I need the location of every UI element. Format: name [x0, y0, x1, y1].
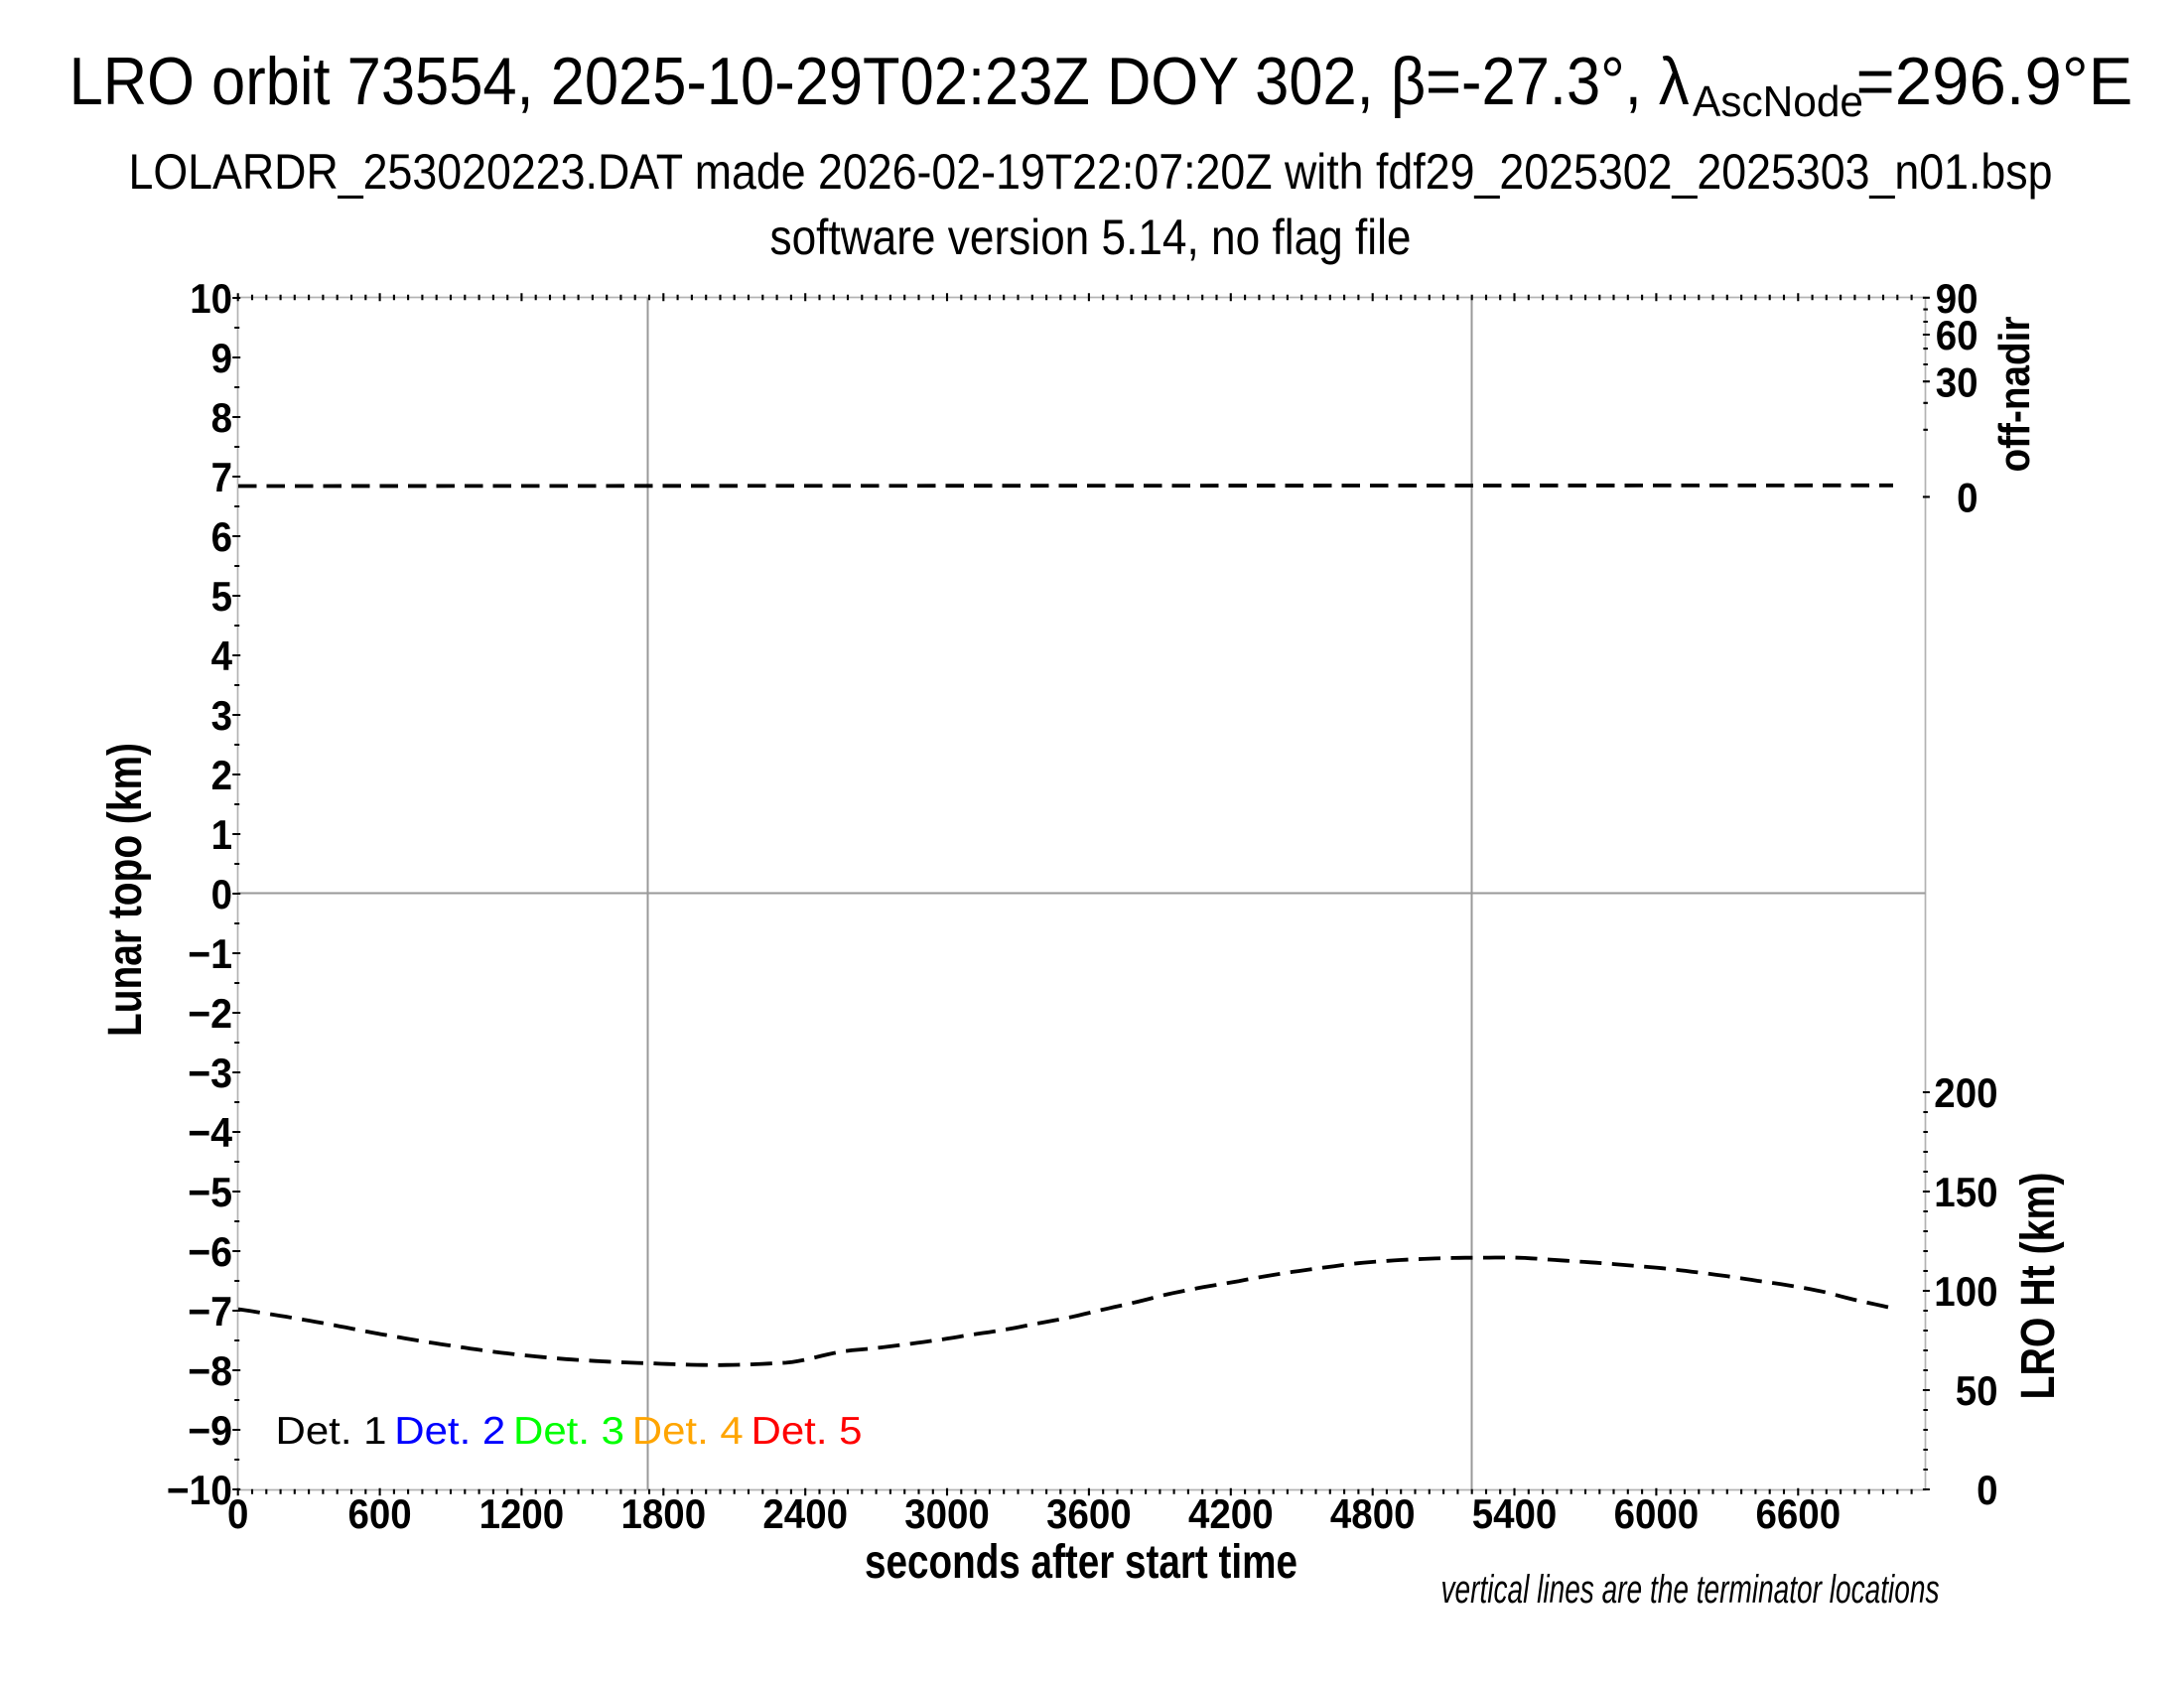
- svg-text:Det. 4: Det. 4: [632, 1410, 744, 1453]
- svg-text:−7: −7: [188, 1288, 232, 1335]
- svg-text:8: 8: [211, 394, 232, 441]
- svg-text:−1: −1: [188, 930, 232, 977]
- svg-text:0: 0: [211, 871, 232, 917]
- svg-text:−9: −9: [188, 1407, 232, 1454]
- svg-text:−6: −6: [188, 1228, 232, 1275]
- svg-text:150: 150: [1934, 1169, 1997, 1215]
- svg-text:60: 60: [1936, 312, 1979, 358]
- svg-text:50: 50: [1956, 1367, 1998, 1414]
- svg-text:2400: 2400: [762, 1490, 848, 1537]
- svg-text:7: 7: [211, 454, 232, 500]
- svg-text:−5: −5: [188, 1169, 232, 1215]
- svg-text:seconds after start time: seconds after start time: [865, 1536, 1297, 1589]
- svg-text:Det. 2: Det. 2: [394, 1410, 505, 1453]
- svg-text:Det. 5: Det. 5: [751, 1410, 863, 1453]
- svg-text:AscNode: AscNode: [1693, 77, 1863, 126]
- svg-text:0: 0: [1977, 1467, 1997, 1513]
- svg-text:2: 2: [211, 752, 232, 798]
- svg-text:−10: −10: [167, 1467, 232, 1513]
- svg-text:Det. 3: Det. 3: [513, 1410, 624, 1453]
- svg-text:−3: −3: [188, 1050, 232, 1096]
- svg-text:10: 10: [190, 275, 232, 322]
- svg-text:6: 6: [211, 513, 232, 560]
- svg-text:9: 9: [211, 335, 232, 381]
- svg-text:600: 600: [348, 1490, 412, 1537]
- svg-text:−8: −8: [188, 1347, 232, 1394]
- svg-text:6600: 6600: [1756, 1490, 1842, 1537]
- svg-text:0: 0: [1957, 475, 1978, 521]
- svg-text:LRO Ht (km): LRO Ht (km): [2012, 1173, 2065, 1400]
- svg-text:off-nadir: off-nadir: [1990, 317, 2039, 473]
- svg-text:0: 0: [227, 1490, 248, 1537]
- svg-text:software version 5.14, no flag: software version 5.14, no flag file: [770, 210, 1412, 265]
- svg-text:−2: −2: [188, 990, 232, 1037]
- svg-text:5400: 5400: [1472, 1490, 1558, 1537]
- svg-text:vertical lines are the termina: vertical lines are the terminator locati…: [1441, 1568, 1940, 1612]
- svg-text:6000: 6000: [1614, 1490, 1700, 1537]
- svg-text:30: 30: [1936, 358, 1979, 405]
- svg-text:−4: −4: [188, 1109, 232, 1156]
- svg-text:3600: 3600: [1046, 1490, 1132, 1537]
- svg-text:200: 200: [1934, 1069, 1997, 1116]
- svg-text:=296.9°E: =296.9°E: [1856, 44, 2133, 119]
- svg-text:90: 90: [1936, 275, 1979, 322]
- svg-text:5: 5: [211, 573, 232, 620]
- svg-text:1: 1: [211, 811, 232, 858]
- svg-text:4800: 4800: [1330, 1490, 1416, 1537]
- svg-text:Det. 1: Det. 1: [276, 1410, 387, 1453]
- svg-text:100: 100: [1934, 1268, 1997, 1315]
- svg-text:4: 4: [211, 633, 233, 679]
- svg-text:3000: 3000: [904, 1490, 990, 1537]
- svg-text:1800: 1800: [621, 1490, 707, 1537]
- svg-text:Lunar topo (km): Lunar topo (km): [99, 743, 152, 1037]
- svg-text:LOLARDR_253020223.DAT made 202: LOLARDR_253020223.DAT made 2026-02-19T22…: [129, 144, 2053, 200]
- svg-text:4200: 4200: [1188, 1490, 1274, 1537]
- svg-text:LRO orbit 73554, 2025-10-29T02: LRO orbit 73554, 2025-10-29T02:23Z DOY 3…: [69, 44, 1690, 119]
- svg-text:1200: 1200: [479, 1490, 565, 1537]
- svg-text:3: 3: [211, 692, 232, 739]
